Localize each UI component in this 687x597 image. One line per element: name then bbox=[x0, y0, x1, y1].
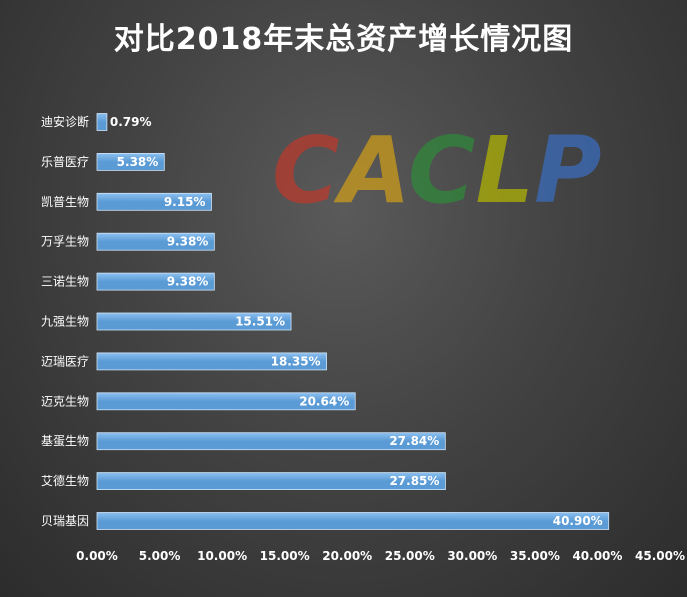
data-label: 40.90% bbox=[553, 514, 603, 528]
watermark-letter: A bbox=[334, 117, 408, 222]
bar bbox=[96, 272, 215, 291]
bar bbox=[96, 392, 356, 411]
caclp-watermark-logo: CACLP bbox=[272, 117, 602, 222]
category-label: 三诺生物 bbox=[41, 275, 89, 289]
category-label: 贝瑞基因 bbox=[41, 514, 89, 528]
bars bbox=[96, 113, 610, 530]
category-label: 基蛋生物 bbox=[41, 434, 89, 448]
bar bbox=[96, 152, 165, 171]
data-label: 20.64% bbox=[299, 394, 349, 408]
x-tick-label: 45.00% bbox=[635, 549, 685, 563]
data-label: 0.79% bbox=[110, 115, 152, 129]
category-label: 凯普生物 bbox=[41, 195, 89, 209]
bar bbox=[96, 352, 327, 371]
data-label: 9.15% bbox=[164, 195, 206, 209]
data-label: 27.85% bbox=[389, 474, 439, 488]
x-tick-label: 35.00% bbox=[510, 549, 560, 563]
x-tick-label: 0.00% bbox=[76, 549, 118, 563]
x-tick-label: 10.00% bbox=[197, 549, 247, 563]
x-tick-label: 25.00% bbox=[385, 549, 435, 563]
watermark-letter: P bbox=[534, 117, 601, 222]
x-tick-label: 20.00% bbox=[322, 549, 372, 563]
x-tick-label: 30.00% bbox=[447, 549, 497, 563]
bar bbox=[96, 512, 610, 530]
svg-text:CACLP: CACLP bbox=[272, 117, 602, 222]
category-label: 乐普医疗 bbox=[41, 155, 89, 169]
watermark-letter: C bbox=[408, 117, 476, 222]
data-label: 18.35% bbox=[271, 354, 321, 368]
data-label: 9.38% bbox=[167, 275, 209, 289]
x-tick-label: 15.00% bbox=[260, 549, 310, 563]
category-labels: 迪安诊断乐普医疗凯普生物万孚生物三诺生物九强生物迈瑞医疗迈克生物基蛋生物艾德生物… bbox=[41, 114, 89, 528]
bar bbox=[96, 472, 446, 491]
data-label: 9.38% bbox=[167, 235, 209, 249]
category-label: 万孚生物 bbox=[41, 235, 89, 249]
bar bbox=[96, 232, 215, 251]
chart-title: 对比2018年末总资产增长情况图 bbox=[113, 22, 574, 57]
data-labels: 0.79% 5.38% 9.15% 9.38% 9.38% 15.51% 18.35% 20.… bbox=[110, 115, 603, 528]
category-label: 迈克生物 bbox=[41, 394, 89, 408]
category-label: 迪安诊断 bbox=[41, 114, 89, 129]
data-label: 5.38% bbox=[117, 155, 159, 169]
x-axis-ticks: 0.00% 5.00% 10.00% 15.00% 20.00% 25.00% 30.00%… bbox=[76, 549, 685, 563]
category-label: 九强生物 bbox=[41, 315, 89, 329]
watermark-letter: L bbox=[475, 117, 534, 222]
data-label: 15.51% bbox=[235, 315, 285, 329]
category-label: 艾德生物 bbox=[41, 473, 89, 488]
x-tick-label: 40.00% bbox=[572, 549, 622, 563]
bar bbox=[96, 432, 446, 451]
x-tick-label: 5.00% bbox=[139, 549, 181, 563]
bar bbox=[96, 192, 212, 211]
bar bbox=[96, 113, 108, 131]
data-label: 27.84% bbox=[389, 434, 439, 448]
bar bbox=[96, 312, 292, 331]
watermark-letter: C bbox=[272, 117, 340, 222]
category-label: 迈瑞医疗 bbox=[41, 354, 89, 368]
